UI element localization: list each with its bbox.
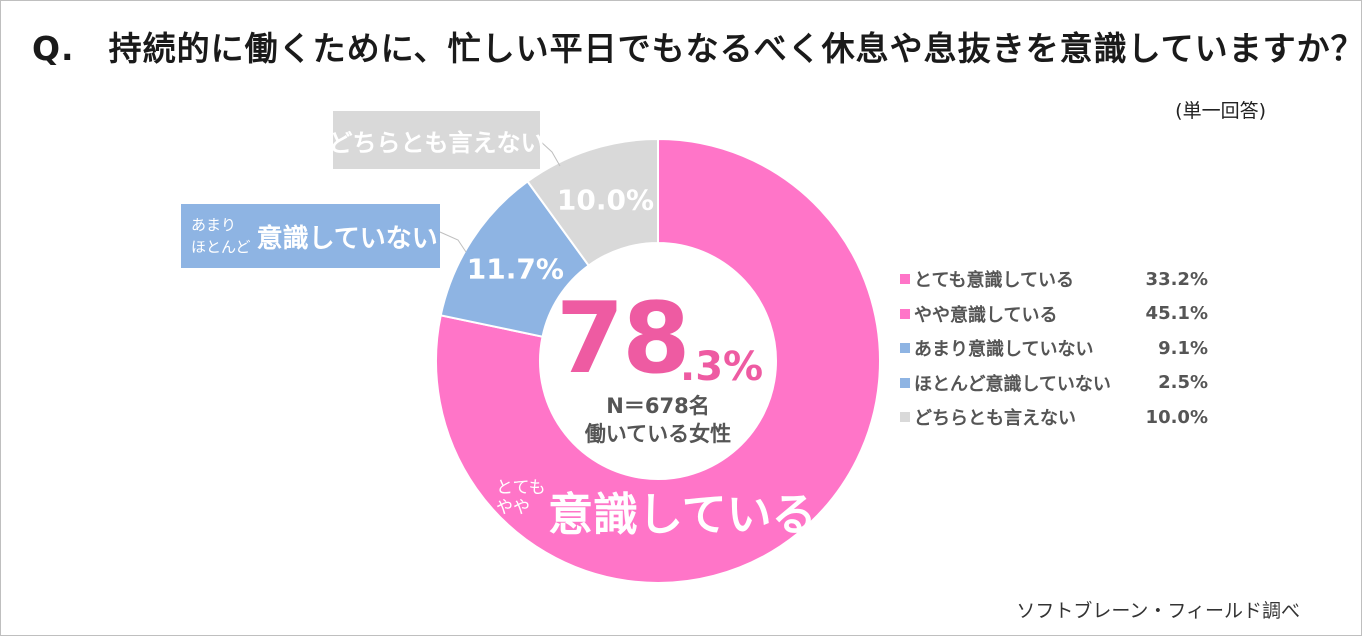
qualifier-rarely: あまり [191,216,237,234]
legend-label: やや意識している [914,304,1058,326]
chart-legend: とても意識している 33.2% やや意識している 45.1% あまり意識していな… [900,262,1208,435]
legend-item: ほとんど意識していない 2.5% [900,366,1208,401]
chart-title: Q. 持続的に働くために、忙しい平日でもなるべく休息や息抜きを意識していますか？ [32,29,1364,68]
callout-neutral-label: どちらとも言えない [328,128,545,157]
legend-swatch [900,274,910,285]
legend-value: 45.1% [1145,303,1208,325]
leader-line-not-conscious [439,231,467,253]
callout-not-conscious: あまり ほとんど 意識していない [181,204,440,268]
sample-description: 働いている女性 [584,422,732,446]
donut-slice-0 [435,137,881,584]
slice-value-label-2: 10.0% [557,183,654,216]
legend-label: とても意識している [914,270,1075,292]
qualifier-very: とても [496,478,546,498]
legend-label: ほとんど意識していない [914,373,1111,395]
callout-neutral: どちらとも言えない [329,111,545,169]
legend-value: 2.5% [1158,372,1208,394]
center-percentage-decimal: .3% [680,344,764,390]
callout-not-conscious-label: 意識していない [256,223,438,254]
legend-value: 33.2% [1145,268,1208,290]
legend-item: あまり意識していない 9.1% [900,331,1208,366]
conscious-qualifiers: とても やや [496,478,546,518]
legend-label: どちらとも言えない [914,408,1076,430]
conscious-label: 意識している [548,488,817,541]
qualifier-hardly: ほとんど [191,238,251,256]
legend-item: どちらとも言えない 10.0% [900,400,1208,435]
sample-size: N＝678名 [606,394,710,418]
legend-value: 10.0% [1145,406,1208,428]
legend-swatch [900,308,910,319]
legend-item: とても意識している 33.2% [900,262,1208,297]
legend-item: やや意識している 45.1% [900,297,1208,332]
answer-type-note: (単一回答) [1175,100,1266,122]
legend-value: 9.1% [1158,337,1208,359]
callout-not-conscious-qualifiers: あまり ほとんど [191,214,251,258]
legend-swatch [900,377,910,388]
legend-label: あまり意識していない [914,339,1094,361]
donut-slice-2 [526,137,659,267]
data-source: ソフトブレーン・フィールド調べ [1016,600,1300,622]
leader-line-neutral [539,140,561,167]
slice-value-label-1: 11.7% [467,253,564,286]
legend-swatch [900,412,910,423]
center-percentage-integer: 78 [556,282,690,396]
qualifier-somewhat: やや [496,498,530,518]
legend-swatch [900,343,910,354]
